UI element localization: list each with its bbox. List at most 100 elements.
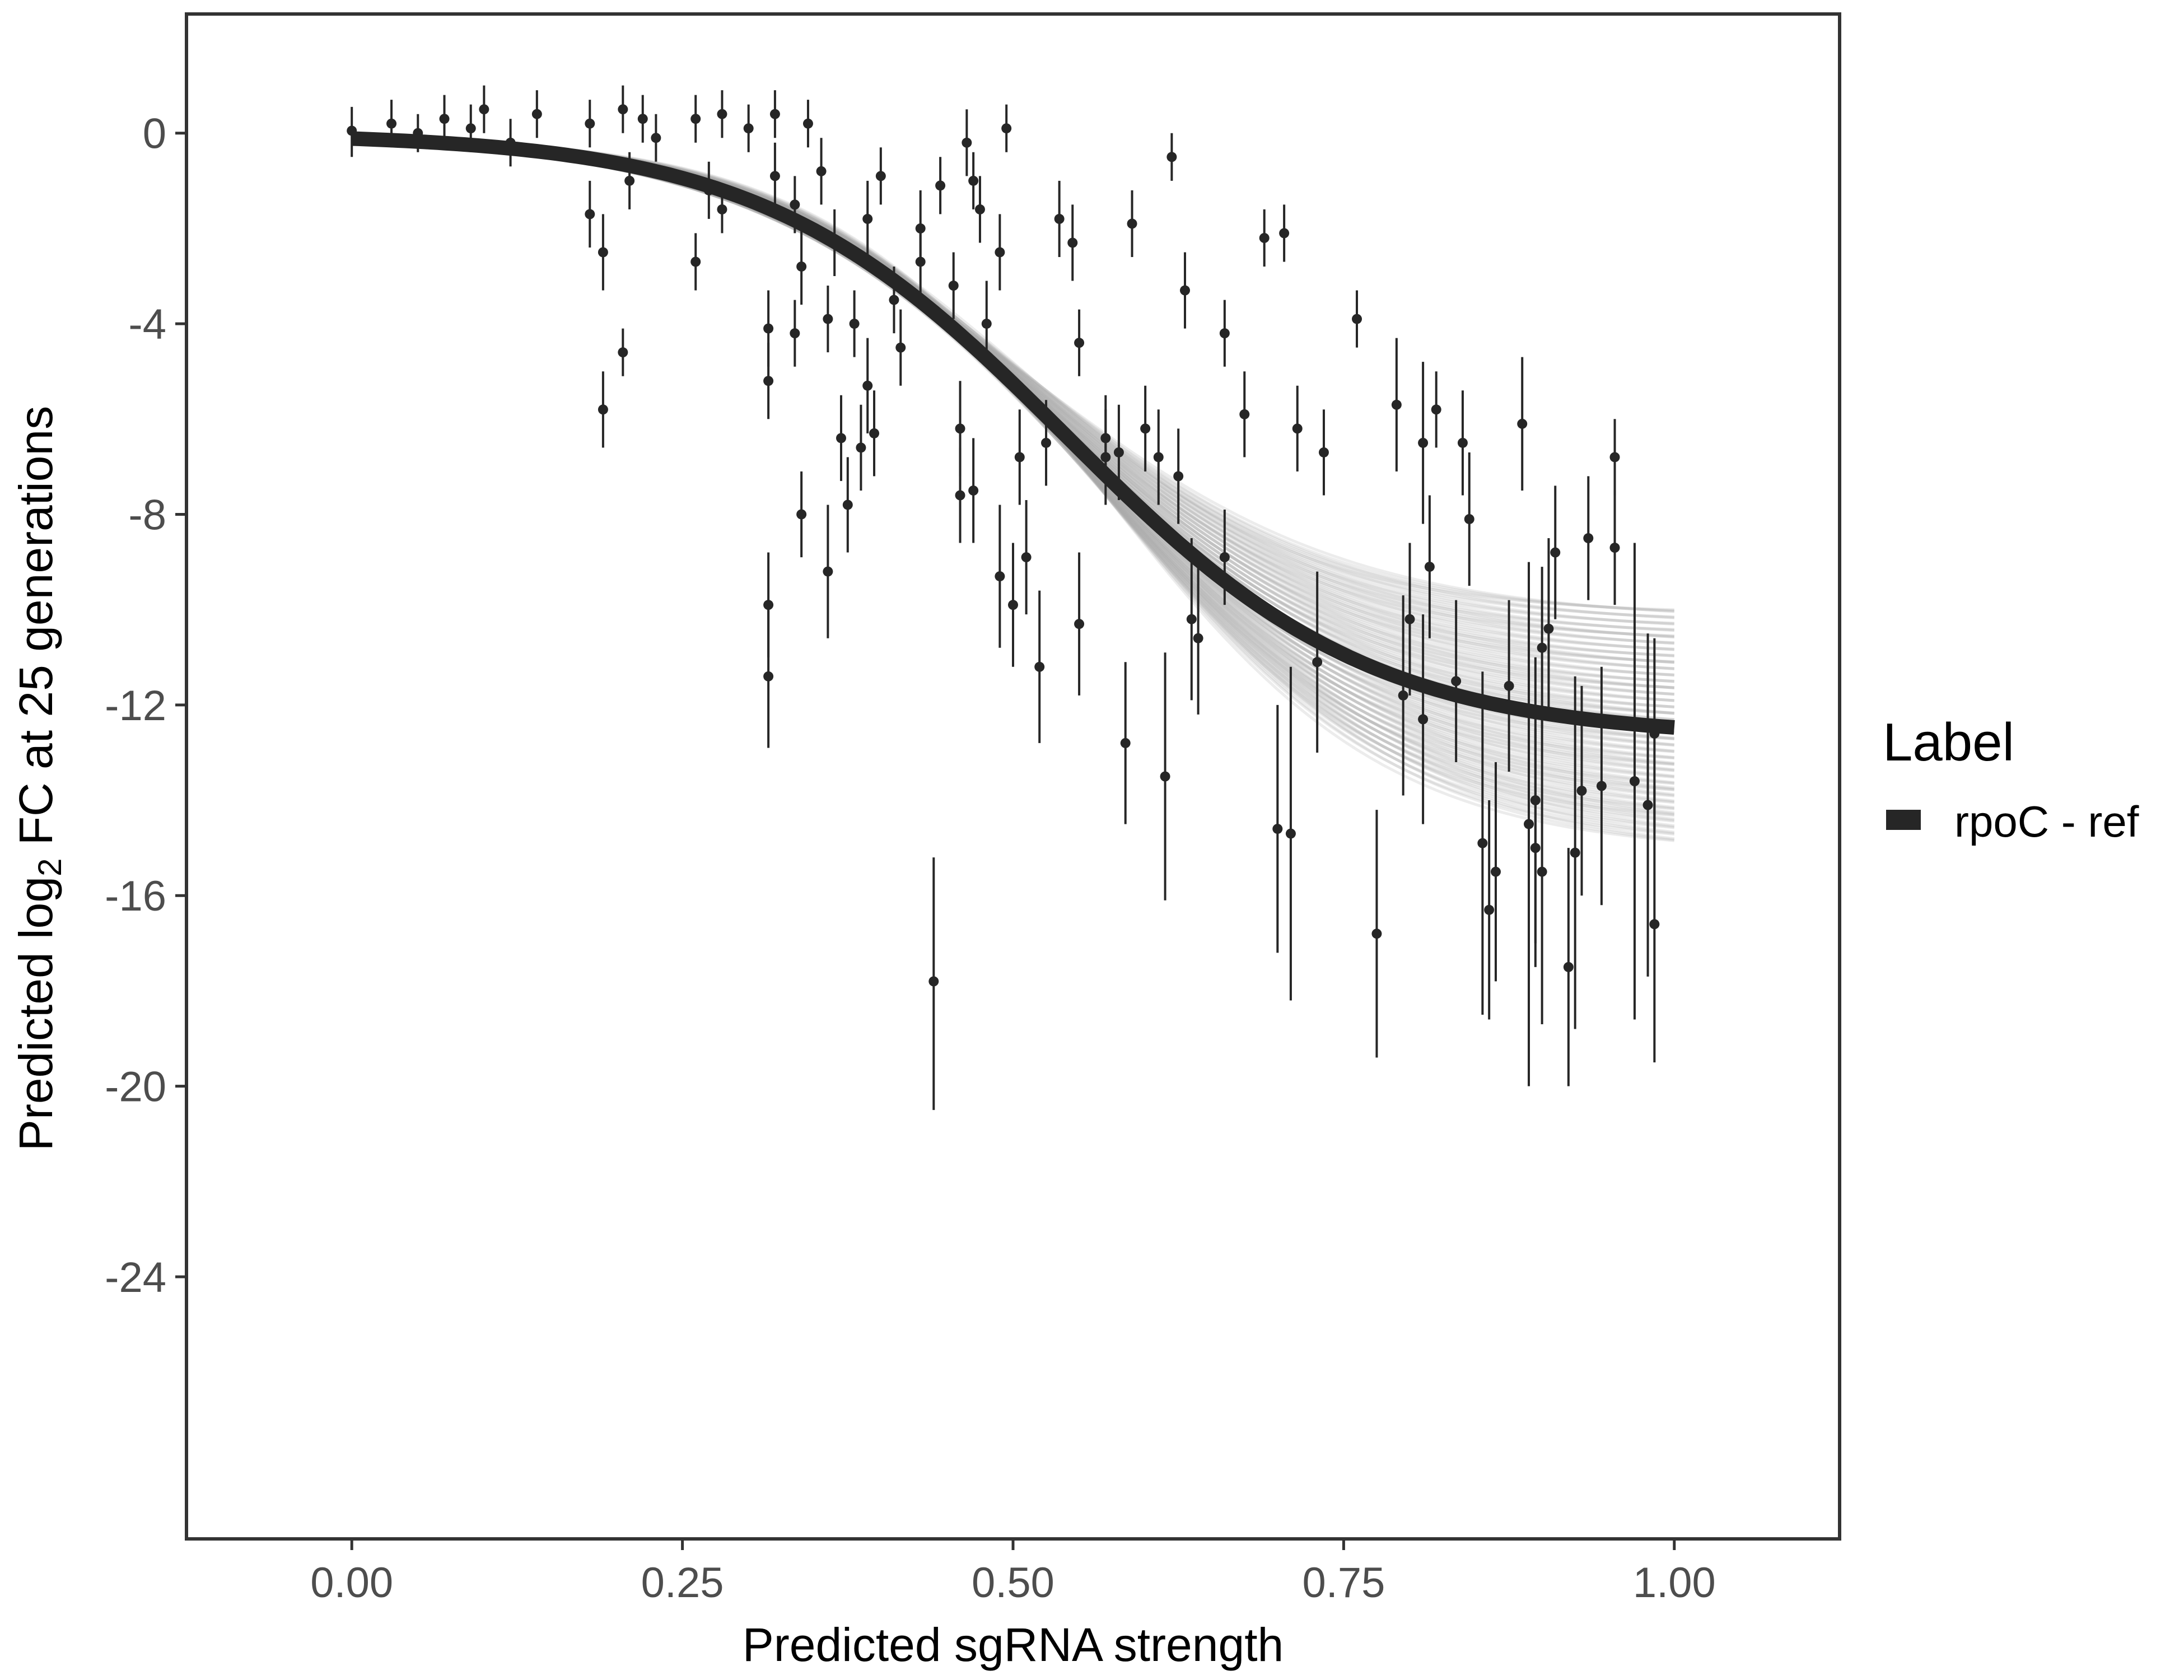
data-point bbox=[618, 328, 628, 376]
point-marker bbox=[816, 166, 827, 176]
data-point bbox=[1021, 500, 1032, 615]
point-marker bbox=[1530, 795, 1541, 806]
point-marker bbox=[790, 199, 800, 210]
data-point bbox=[1279, 204, 1290, 262]
y-axis-title: Predicted log2 FC at 25 generations bbox=[10, 406, 68, 1151]
data-point bbox=[1404, 543, 1415, 696]
legend-title: Label bbox=[1883, 712, 2014, 772]
data-point bbox=[856, 404, 866, 491]
point-marker bbox=[962, 137, 972, 148]
point-marker bbox=[875, 171, 886, 181]
point-marker bbox=[823, 566, 833, 577]
y-axis-title-main: Predicted log bbox=[10, 876, 62, 1151]
data-point bbox=[915, 223, 926, 300]
data-point bbox=[1001, 104, 1012, 152]
point-marker bbox=[1193, 633, 1203, 643]
data-point bbox=[1424, 495, 1435, 638]
point-marker bbox=[651, 133, 661, 143]
point-marker bbox=[1067, 237, 1078, 248]
data-point bbox=[717, 90, 727, 138]
point-marker bbox=[981, 319, 992, 329]
point-marker bbox=[1259, 232, 1270, 243]
point-marker bbox=[1239, 409, 1250, 419]
point-marker bbox=[465, 123, 476, 134]
point-marker bbox=[1609, 452, 1620, 463]
data-point bbox=[1239, 371, 1250, 458]
data-point bbox=[763, 343, 774, 419]
fit-curve bbox=[351, 131, 1675, 735]
point-marker bbox=[690, 114, 701, 124]
data-point bbox=[974, 176, 985, 243]
data-point bbox=[1054, 180, 1065, 257]
point-marker bbox=[1001, 123, 1012, 134]
point-marker bbox=[1477, 838, 1488, 848]
point-marker bbox=[479, 104, 489, 115]
point-marker bbox=[1490, 866, 1501, 877]
data-point bbox=[690, 233, 701, 291]
point-marker bbox=[889, 295, 899, 305]
data-point bbox=[1318, 409, 1329, 496]
point-marker bbox=[690, 256, 701, 267]
point-marker bbox=[1524, 819, 1534, 829]
data-points bbox=[347, 85, 1660, 1110]
point-marker bbox=[1418, 714, 1429, 725]
point-marker bbox=[1153, 452, 1164, 463]
y-tick-label: -20 bbox=[105, 1063, 166, 1111]
point-marker bbox=[856, 442, 866, 453]
data-point bbox=[1609, 419, 1620, 496]
point-marker bbox=[1543, 623, 1554, 634]
x-tick-label: 0.75 bbox=[1302, 1559, 1385, 1607]
point-marker bbox=[1642, 800, 1653, 810]
x-axis: 0.00 0.25 0.50 0.75 1.00 bbox=[310, 1539, 1716, 1607]
point-marker bbox=[1292, 423, 1303, 434]
point-marker bbox=[624, 175, 635, 186]
point-marker bbox=[1629, 776, 1640, 787]
x-tick-label: 0.00 bbox=[310, 1559, 393, 1607]
data-point bbox=[1219, 300, 1230, 367]
point-marker bbox=[1398, 690, 1408, 701]
data-point bbox=[1127, 190, 1137, 257]
point-marker bbox=[717, 204, 727, 214]
data-point bbox=[769, 142, 780, 209]
data-point bbox=[796, 228, 807, 305]
data-point bbox=[836, 395, 846, 481]
data-point bbox=[1457, 390, 1468, 496]
x-tick-label: 1.00 bbox=[1633, 1559, 1716, 1607]
data-point bbox=[935, 157, 946, 214]
data-point bbox=[1537, 719, 1547, 1024]
point-marker bbox=[1041, 437, 1052, 448]
point-marker bbox=[1113, 447, 1124, 458]
point-marker bbox=[849, 319, 860, 329]
point-marker bbox=[1583, 533, 1594, 544]
point-marker bbox=[1140, 423, 1151, 434]
point-marker bbox=[1180, 285, 1191, 296]
data-point bbox=[1153, 409, 1164, 505]
point-marker bbox=[968, 485, 979, 496]
legend-label: rpoC - ref bbox=[1954, 797, 2139, 846]
data-point bbox=[1583, 476, 1594, 600]
point-marker bbox=[968, 175, 979, 186]
point-marker bbox=[974, 204, 985, 214]
data-point bbox=[968, 438, 979, 543]
data-point bbox=[995, 214, 1005, 291]
point-marker bbox=[842, 500, 853, 510]
data-point bbox=[1391, 338, 1402, 472]
data-point bbox=[1074, 309, 1085, 376]
data-point bbox=[651, 114, 661, 162]
data-point bbox=[439, 95, 450, 143]
point-marker bbox=[763, 323, 774, 334]
point-marker bbox=[1127, 218, 1137, 229]
point-marker bbox=[1312, 657, 1323, 668]
point-marker bbox=[1504, 680, 1514, 691]
point-marker bbox=[1318, 447, 1329, 458]
point-marker bbox=[1517, 418, 1528, 429]
point-marker bbox=[1484, 904, 1495, 915]
point-marker bbox=[1279, 228, 1290, 239]
y-tick-label: -24 bbox=[105, 1254, 166, 1301]
point-marker bbox=[1021, 552, 1032, 563]
point-marker bbox=[1034, 661, 1045, 672]
data-point bbox=[1120, 662, 1131, 824]
point-marker bbox=[1219, 552, 1230, 563]
data-point bbox=[1272, 704, 1283, 953]
